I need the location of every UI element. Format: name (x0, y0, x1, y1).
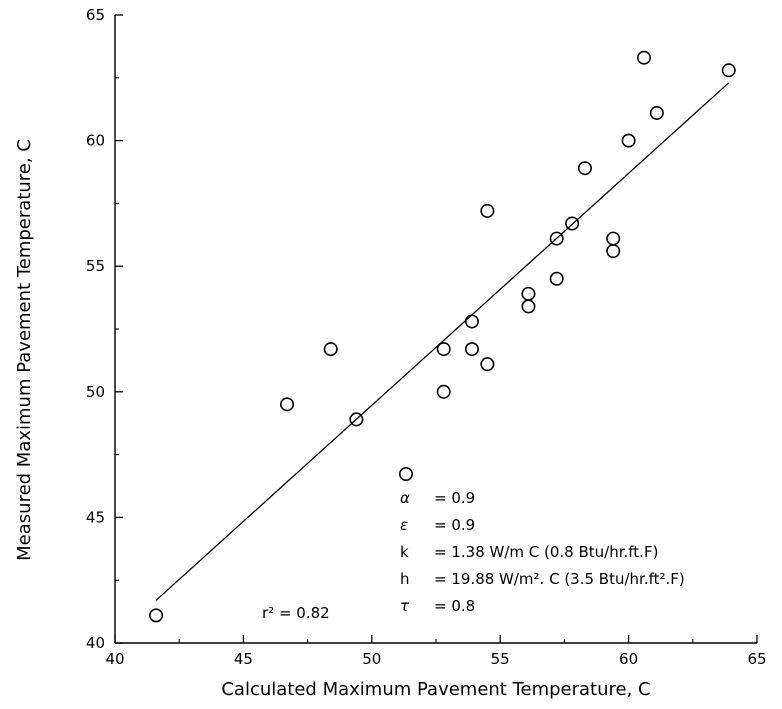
y-tick-label: 55 (86, 257, 105, 275)
y-tick-label: 65 (86, 6, 105, 24)
data-point (606, 231, 621, 246)
legend-value: = 0.9 (434, 516, 475, 534)
x-tick-label: 45 (234, 650, 253, 668)
data-point (436, 384, 451, 399)
data-point (436, 342, 451, 357)
data-point (323, 342, 338, 357)
data-point (349, 412, 364, 427)
data-point (565, 216, 580, 231)
legend-marker (398, 466, 413, 481)
data-point (621, 133, 636, 148)
data-point (280, 397, 295, 412)
legend-symbol: τ (400, 597, 410, 615)
data-point (521, 299, 536, 314)
legend-symbol: ε (400, 516, 408, 534)
legend-symbol: k (400, 543, 409, 561)
y-tick-label: 40 (86, 634, 105, 652)
data-point (721, 63, 736, 78)
y-axis-label: Measured Maximum Pavement Temperature, C (14, 139, 35, 561)
data-point (149, 608, 164, 623)
legend-symbol: h (400, 570, 410, 588)
data-point (464, 314, 479, 329)
x-tick-label: 40 (105, 650, 124, 668)
data-point (549, 231, 564, 246)
r-squared-annotation: r² = 0.82 (262, 604, 330, 622)
x-axis-label: Calculated Maximum Pavement Temperature,… (221, 679, 650, 700)
data-point (577, 161, 592, 176)
y-tick-label: 50 (86, 383, 105, 401)
legend-value: = 1.38 W/m C (0.8 Btu/hr.ft.F) (434, 543, 658, 561)
legend-value: = 0.9 (434, 489, 475, 507)
data-point (480, 357, 495, 372)
fit-line (155, 82, 730, 601)
legend: α = 0.9 ε = 0.9 k = 1.38 W/m C (0.8 Btu/hr.ft… (398, 466, 685, 615)
axis-ticks: 40 45 50 55 60 65 40 45 50 55 60 65 (86, 6, 767, 668)
legend-symbol: α (400, 489, 410, 507)
data-point (606, 244, 621, 259)
data-point (637, 50, 652, 65)
data-point (464, 342, 479, 357)
data-point (480, 203, 495, 218)
x-tick-label: 50 (362, 650, 381, 668)
legend-value: = 19.88 W/m². C (3.5 Btu/hr.ft².F) (434, 570, 685, 588)
fit-line-group (155, 82, 730, 601)
data-points (149, 50, 736, 623)
x-tick-label: 55 (491, 650, 510, 668)
legend-value: = 0.8 (434, 597, 475, 615)
data-point (521, 286, 536, 301)
x-tick-label: 65 (747, 650, 766, 668)
y-tick-label: 45 (86, 508, 105, 526)
data-point (649, 105, 664, 120)
y-tick-label: 60 (86, 132, 105, 150)
x-tick-label: 60 (619, 650, 638, 668)
data-point (549, 271, 564, 286)
